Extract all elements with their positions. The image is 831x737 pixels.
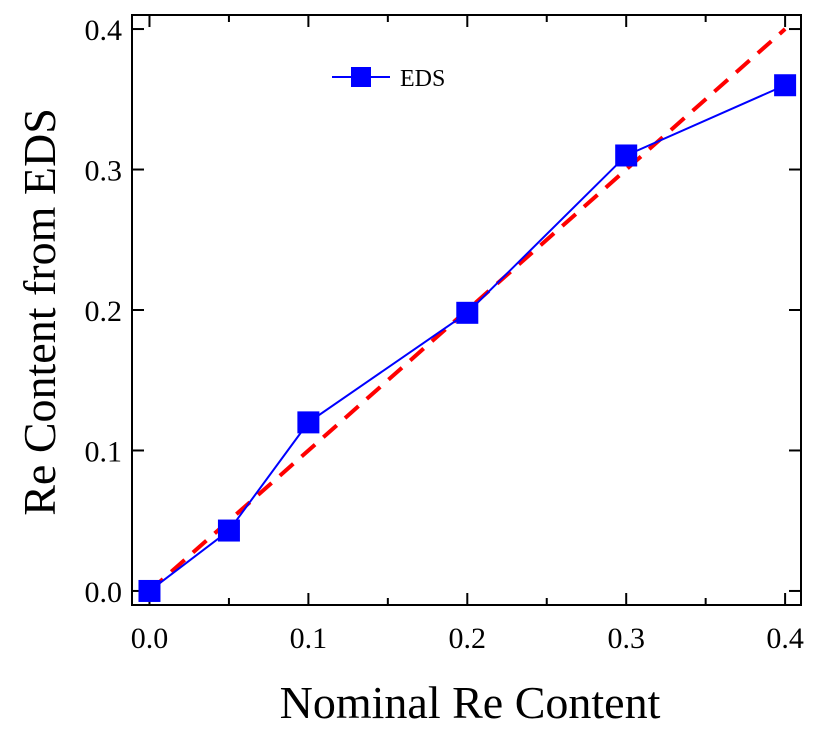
x-tick-label: 0.3 bbox=[607, 622, 645, 655]
ticks-layer: 0.0 0.1 0.2 0.3 0.4 0.0 0.1 0.2 0.3 0.4 bbox=[85, 14, 804, 655]
reference-dashed-line bbox=[148, 27, 787, 593]
legend-marker-eds bbox=[351, 67, 371, 87]
y-tick-label: 0.3 bbox=[85, 155, 123, 188]
y-tick-label: 0.4 bbox=[85, 14, 123, 47]
data-point-eds bbox=[217, 519, 240, 542]
series-layer bbox=[138, 74, 797, 602]
x-tick-label: 0.1 bbox=[290, 622, 328, 655]
y-axis-title: Re Content from EDS bbox=[14, 108, 65, 516]
x-tick-label: 0.2 bbox=[449, 622, 487, 655]
data-point-eds bbox=[456, 301, 479, 324]
data-point-eds bbox=[774, 74, 797, 97]
x-axis-title: Nominal Re Content bbox=[280, 677, 661, 728]
data-point-eds bbox=[138, 579, 161, 602]
legend: EDS bbox=[332, 66, 445, 92]
y-tick-label: 0.0 bbox=[85, 576, 123, 609]
x-tick-label: 0.4 bbox=[766, 622, 804, 655]
series-line-eds bbox=[148, 84, 786, 592]
legend-label-eds: EDS bbox=[400, 66, 445, 92]
data-point-eds bbox=[615, 144, 638, 167]
y-tick-label: 0.1 bbox=[85, 435, 123, 468]
reference-layer bbox=[148, 27, 787, 593]
y-tick-label: 0.2 bbox=[85, 295, 123, 328]
x-tick-label: 0.0 bbox=[131, 622, 169, 655]
data-point-eds bbox=[297, 411, 320, 434]
